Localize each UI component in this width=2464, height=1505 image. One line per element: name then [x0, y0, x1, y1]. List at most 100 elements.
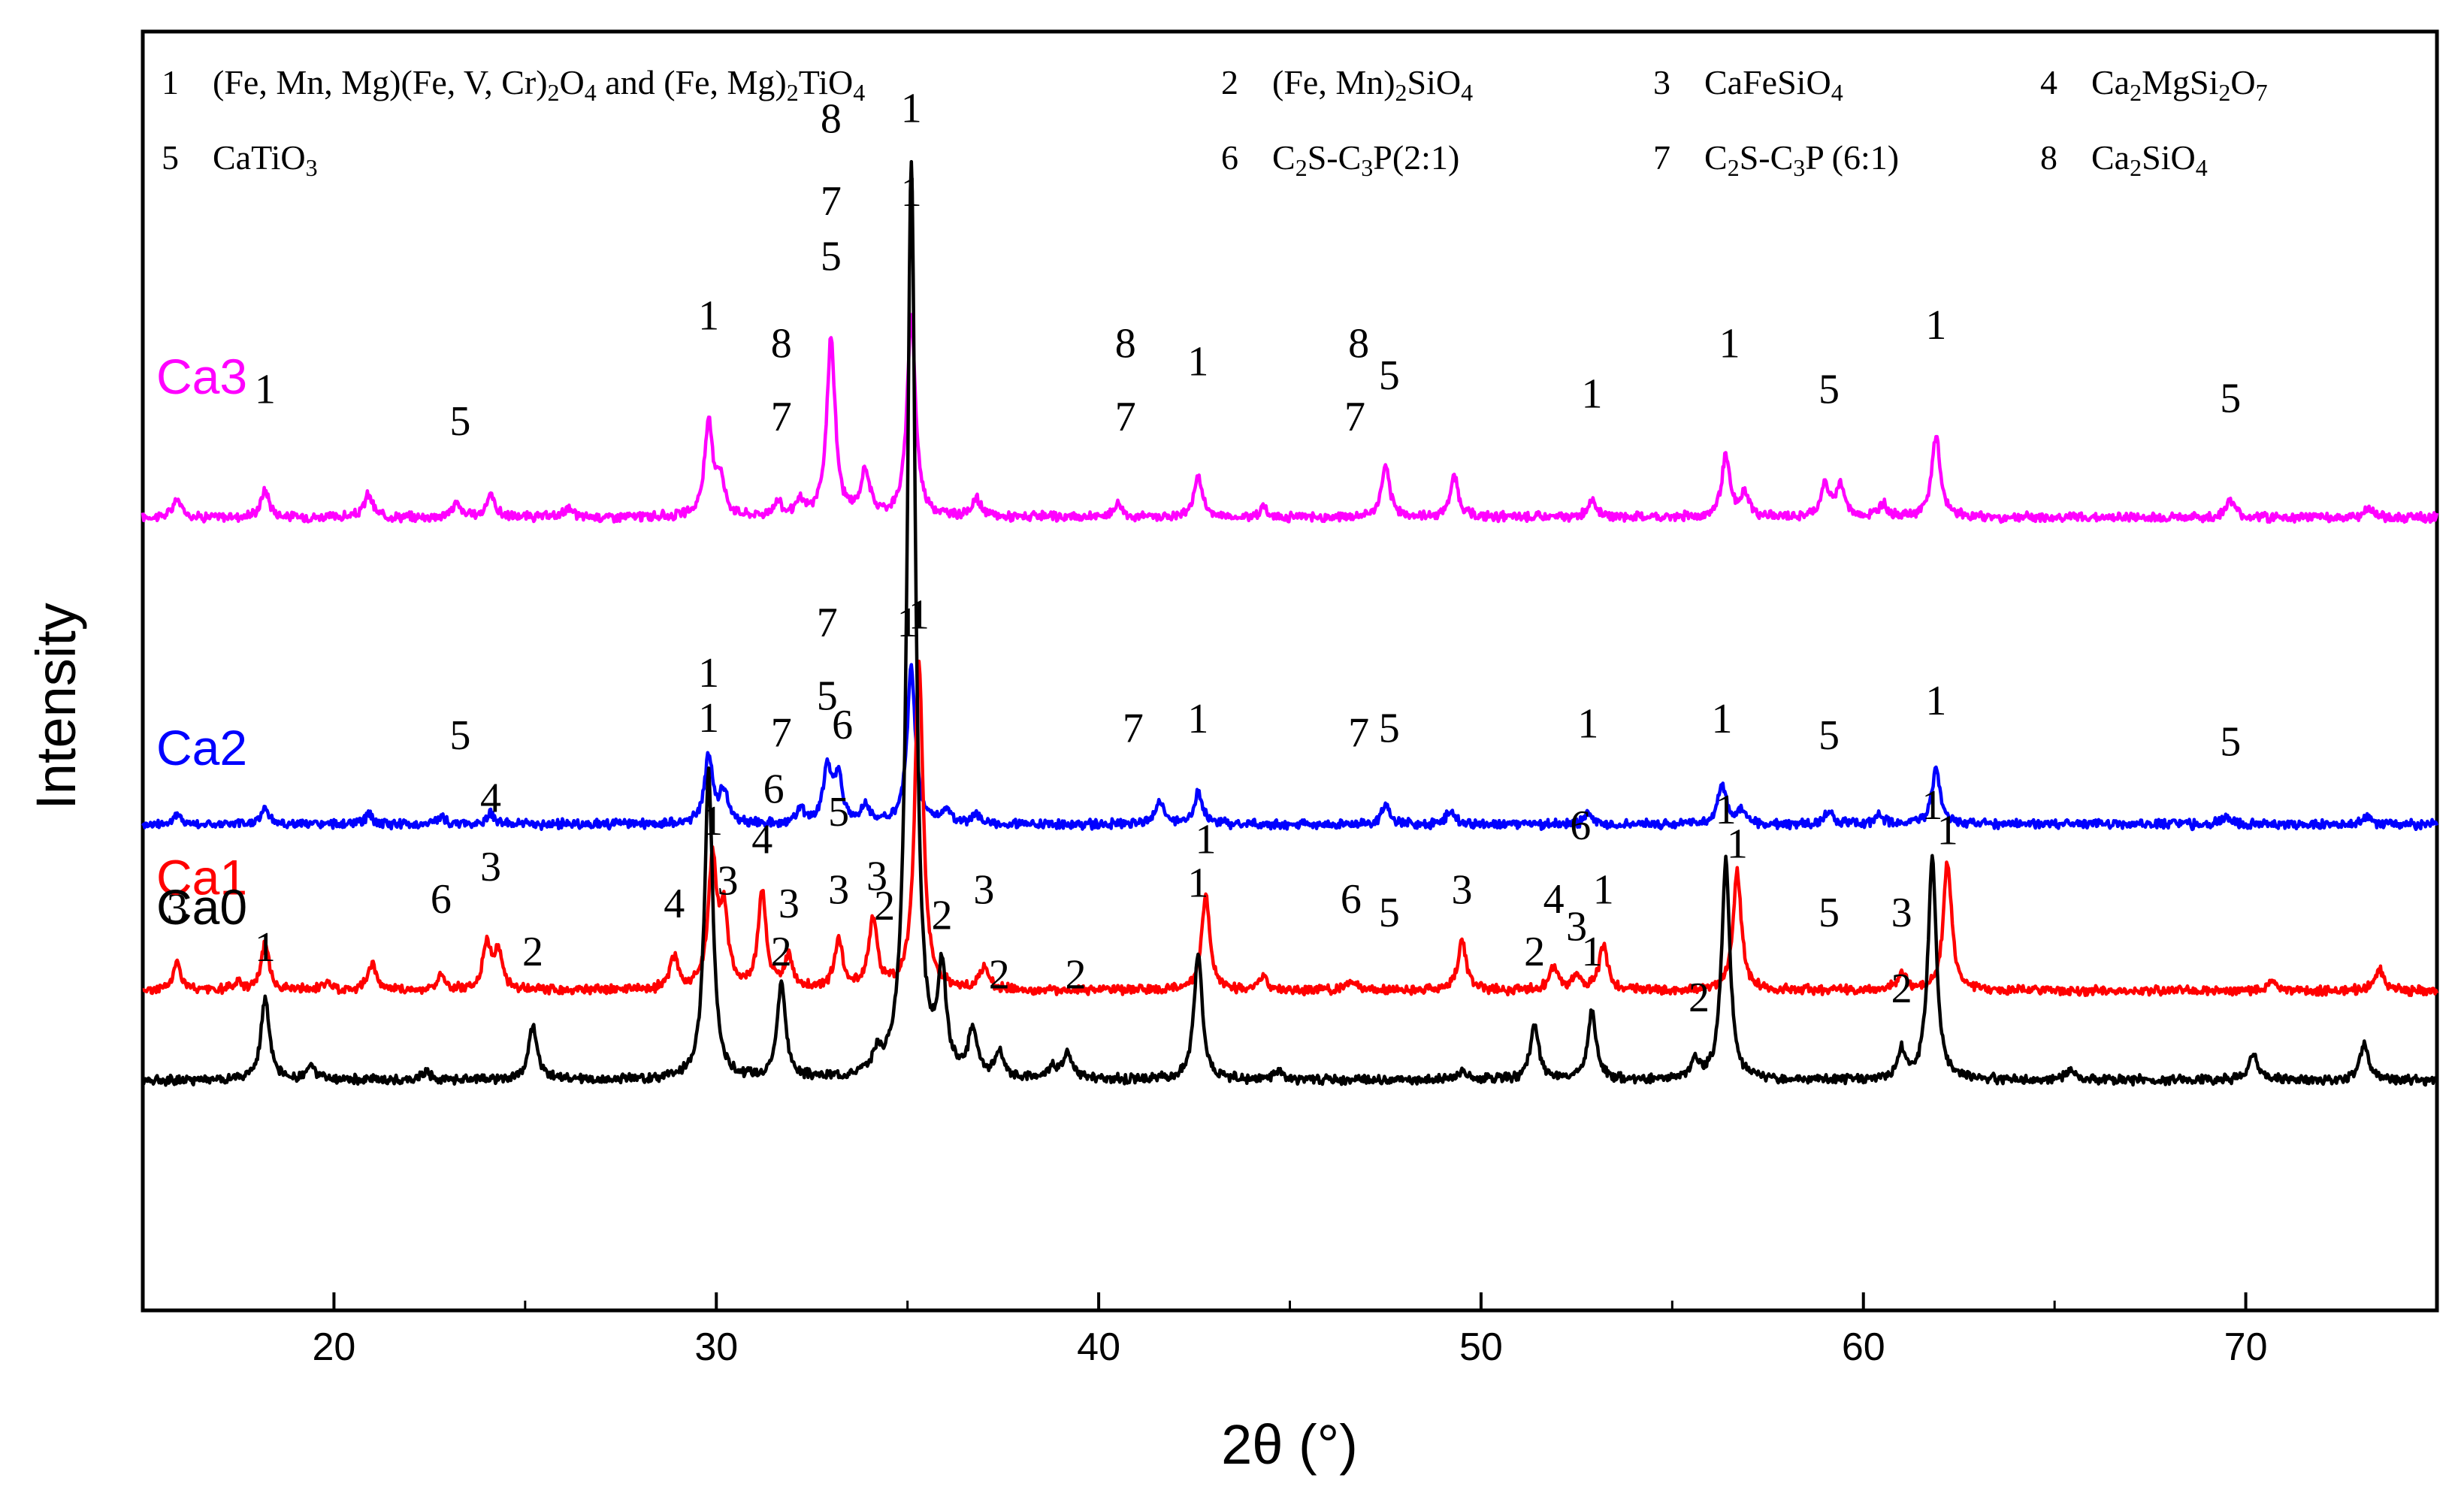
- peak-label: 5: [1819, 366, 1840, 413]
- x-tick-label: 30: [694, 1325, 738, 1369]
- peak-label: 5: [821, 233, 842, 280]
- peak-label: 1: [698, 293, 719, 340]
- x-tick-label: 40: [1077, 1325, 1120, 1369]
- legend-entry-6: 6 C2S-C3P(2:1): [1221, 138, 1459, 181]
- plot-area: [141, 29, 2439, 1313]
- peak-label: 5: [1819, 890, 1840, 936]
- series-name-ca1: Ca1: [156, 849, 247, 905]
- peak-label: 1: [1187, 696, 1208, 742]
- x-tick-label: 20: [312, 1325, 355, 1369]
- legend-number: 5: [162, 138, 179, 177]
- peak-label: 4: [480, 775, 501, 822]
- peak-label: 2: [771, 929, 792, 975]
- peak-label: 1: [255, 924, 276, 971]
- peak-label: 7: [1123, 705, 1144, 751]
- legend-label: Ca2MgSi2O7: [2091, 63, 2268, 106]
- peak-label: 7: [771, 394, 792, 440]
- peak-label: 4: [664, 881, 685, 927]
- peak-label: 6: [763, 766, 785, 812]
- peak-label: 4: [751, 817, 772, 863]
- peak-label: 5: [2220, 719, 2241, 766]
- series-name-ca0: Ca0: [156, 879, 247, 935]
- x-tick-label: 50: [1459, 1325, 1503, 1369]
- legend-entry-5: 5 CaTiO3: [162, 138, 318, 181]
- peak-label: 7: [817, 600, 838, 646]
- peak-label: 5: [828, 789, 849, 836]
- peak-label: 5: [1379, 352, 1400, 399]
- peak-label: 8: [821, 95, 842, 142]
- peak-label: 1: [702, 798, 723, 845]
- peak-label: 1: [1581, 929, 1602, 975]
- series-name-ca2: Ca2: [156, 720, 247, 775]
- legend-entry-1: 1 (Fe, Mn, Mg)(Fe, V, Cr)2O4 and (Fe, Mg)…: [162, 63, 865, 106]
- legend-number: 4: [2040, 63, 2057, 101]
- legend-entry-2: 2 (Fe, Mn)2SiO4: [1221, 63, 1473, 106]
- legend-label: (Fe, Mn)2SiO4: [1272, 63, 1473, 106]
- peak-label: 6: [1570, 802, 1591, 849]
- phase-legend: 1 (Fe, Mn, Mg)(Fe, V, Cr)2O4 and (Fe, Mg)…: [162, 63, 2268, 181]
- peak-label: 3: [480, 844, 501, 890]
- legend-entry-4: 4 Ca2MgSi2O7: [2040, 63, 2268, 106]
- series-line-ca0: [141, 159, 2439, 1087]
- peak-label: 1: [1925, 678, 1946, 724]
- peak-label: 7: [1344, 394, 1365, 440]
- peak-label: 5: [1379, 705, 1400, 751]
- curves: [141, 159, 2439, 1087]
- legend-entry-7: 7 C2S-C3P (6:1): [1653, 138, 1899, 181]
- peak-label: 2: [874, 883, 895, 929]
- peak-label: 5: [2220, 375, 2241, 422]
- series-line-ca3: [141, 313, 2439, 524]
- peak-label: 1: [901, 86, 922, 132]
- peak-label: 1: [909, 592, 930, 639]
- peak-label: 1: [1921, 782, 1942, 829]
- legend-label: CaTiO3: [213, 138, 318, 181]
- peak-label: 1: [1187, 339, 1208, 385]
- peak-label: 7: [1348, 710, 1369, 757]
- peak-label: 2: [989, 952, 1010, 999]
- peak-label: 2: [522, 929, 543, 975]
- peak-label: 1: [255, 366, 276, 413]
- legend-label: (Fe, Mn, Mg)(Fe, V, Cr)2O4 and (Fe, Mg)2…: [213, 63, 865, 106]
- legend-number: 3: [1653, 63, 1670, 101]
- axes: 20 30 40 50 60 70: [141, 1292, 2438, 1369]
- peak-label: 5: [449, 398, 470, 445]
- peak-label: 2: [931, 892, 952, 938]
- peak-label: 1: [1196, 817, 1217, 863]
- y-axis-label: Intensity: [25, 603, 87, 810]
- peak-label: 3: [1891, 890, 1912, 936]
- peak-label: 1: [1719, 320, 1740, 367]
- x-tick-label: 60: [1842, 1325, 1885, 1369]
- legend-number: 1: [162, 63, 179, 101]
- peak-label: 1: [1937, 807, 1958, 854]
- peak-label: 3: [167, 885, 188, 932]
- peak-label: 3: [828, 867, 849, 914]
- peak-label: 7: [1115, 394, 1136, 440]
- peak-label: 1: [1711, 696, 1732, 742]
- legend-entry-3: 3 CaFeSiO4: [1653, 63, 1843, 106]
- peak-label: 3: [866, 853, 887, 899]
- legend-entry-8: 8 Ca2SiO4: [2040, 138, 2208, 181]
- series-line-ca1: [142, 659, 2439, 998]
- peak-label: 5: [1379, 890, 1400, 936]
- peak-label: 8: [1115, 320, 1136, 367]
- peak-label: 2: [1689, 975, 1710, 1021]
- series-name-ca3: Ca3: [156, 349, 247, 404]
- peak-label: 1: [1581, 370, 1602, 417]
- peak-label: 3: [779, 881, 800, 927]
- peak-label: 6: [431, 876, 452, 923]
- legend-number: 7: [1653, 138, 1670, 177]
- peak-label: 3: [973, 867, 994, 914]
- peak-label: 1: [698, 650, 719, 697]
- peak-label: 8: [1348, 320, 1369, 367]
- x-axis-label: 2θ (°): [1221, 1413, 1358, 1476]
- peak-label: 1: [901, 169, 922, 216]
- x-tick-label: 70: [2224, 1325, 2268, 1369]
- peak-label: 1: [1593, 867, 1614, 914]
- peak-label: 1: [698, 695, 719, 742]
- peak-label: 2: [1891, 966, 1912, 1012]
- peak-label: 7: [821, 178, 842, 225]
- peak-label: 6: [832, 702, 853, 748]
